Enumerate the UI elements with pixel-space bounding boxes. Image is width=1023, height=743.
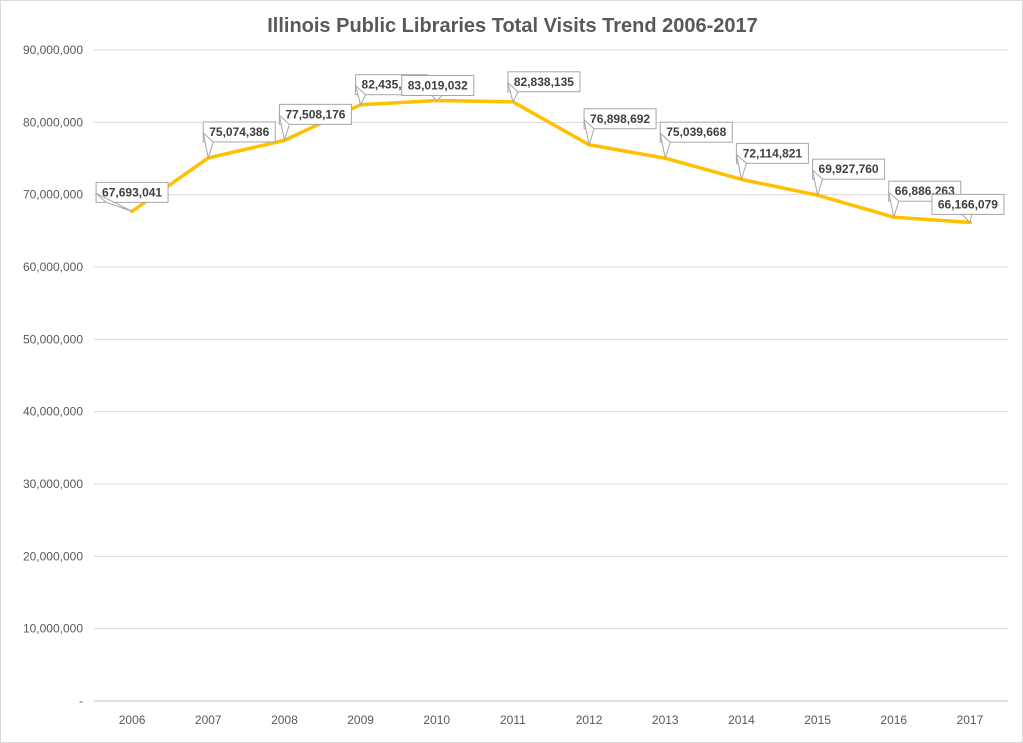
- data-label-box: [278, 103, 352, 125]
- data-label-box: [659, 121, 733, 143]
- data-label: 72,114,821: [735, 142, 809, 180]
- y-tick-label: 90,000,000: [23, 43, 83, 57]
- data-labels: 67,693,04175,074,38677,508,17682,435,333…: [95, 71, 1005, 224]
- data-label: 66,166,079: [931, 193, 1005, 224]
- data-label-pointer: [659, 131, 671, 159]
- y-tick-label: -: [79, 694, 83, 708]
- data-label-text: 82,838,135: [514, 75, 574, 89]
- y-tick-label: 70,000,000: [23, 188, 83, 202]
- data-label: 69,927,760: [811, 158, 886, 196]
- data-label-box: [583, 108, 657, 130]
- x-tick-label: 2008: [271, 713, 298, 727]
- y-tick-label: 20,000,000: [23, 549, 83, 563]
- series-line: [130, 98, 972, 225]
- data-label-box: [507, 71, 581, 93]
- data-label-text: 69,927,760: [819, 162, 879, 176]
- data-label-pointer: [583, 118, 595, 145]
- data-label: 77,508,176: [278, 103, 352, 141]
- data-label-pointer: [202, 131, 214, 159]
- data-label-box: [202, 121, 276, 143]
- x-tick-label: 2006: [119, 713, 146, 727]
- x-tick-label: 2015: [804, 713, 831, 727]
- data-label: 82,838,135: [507, 71, 581, 104]
- data-label-pointer: [960, 213, 973, 224]
- data-label-pointer: [887, 190, 900, 218]
- x-tick-label: 2007: [195, 713, 222, 727]
- x-tick-label: 2009: [347, 713, 374, 727]
- data-label: 75,074,386: [202, 121, 276, 159]
- data-label-text: 66,166,079: [938, 197, 998, 211]
- data-label: 76,898,692: [583, 108, 657, 145]
- data-label-text: 76,898,692: [590, 112, 650, 126]
- data-label-pointer: [278, 113, 290, 141]
- x-axis: 2006 2007 2008 2009 2010 2011 2012 2013 2014 2015…: [119, 713, 984, 727]
- data-label-pointer: [507, 81, 519, 104]
- data-label-pointer: [811, 168, 824, 196]
- chart-title: Illinois Public Libraries Total Visits T…: [267, 15, 758, 37]
- x-tick-label: 2016: [880, 713, 907, 727]
- y-tick-label: 40,000,000: [23, 405, 83, 419]
- data-label-text: 75,074,386: [209, 125, 269, 139]
- data-label-text: 67,693,041: [102, 185, 162, 199]
- data-label-box: [735, 142, 809, 164]
- data-label-text: 75,039,668: [666, 125, 726, 139]
- data-label-text: 83,019,032: [408, 78, 468, 92]
- data-label-box: [95, 181, 169, 203]
- y-tick-label: 80,000,000: [23, 115, 83, 129]
- data-label-box: [812, 158, 886, 180]
- x-tick-label: 2014: [728, 713, 755, 727]
- x-tick-label: 2010: [423, 713, 450, 727]
- data-label: 67,693,041: [95, 181, 169, 212]
- data-label-pointer: [354, 84, 367, 107]
- gridlines: [94, 49, 1008, 702]
- data-label-text: 72,114,821: [743, 146, 803, 160]
- data-label-pointer: [430, 94, 443, 102]
- y-tick-label: 60,000,000: [23, 260, 83, 274]
- x-tick-label: 2011: [500, 713, 526, 727]
- y-tick-label: 10,000,000: [23, 622, 83, 636]
- y-tick-label: 50,000,000: [23, 332, 83, 346]
- data-label-pointer: [735, 152, 747, 180]
- data-label: 75,039,668: [659, 121, 733, 159]
- x-tick-label: 2012: [576, 713, 603, 727]
- y-tick-label: 30,000,000: [23, 477, 83, 491]
- data-label: 83,019,032: [401, 74, 475, 102]
- y-axis: - 10,000,000 20,000,000 30,000,000 40,000,00…: [23, 43, 83, 708]
- data-label-text: 77,508,176: [285, 107, 345, 121]
- data-label-pointer: [95, 192, 133, 212]
- x-tick-label: 2013: [652, 713, 679, 727]
- x-tick-label: 2017: [957, 713, 984, 727]
